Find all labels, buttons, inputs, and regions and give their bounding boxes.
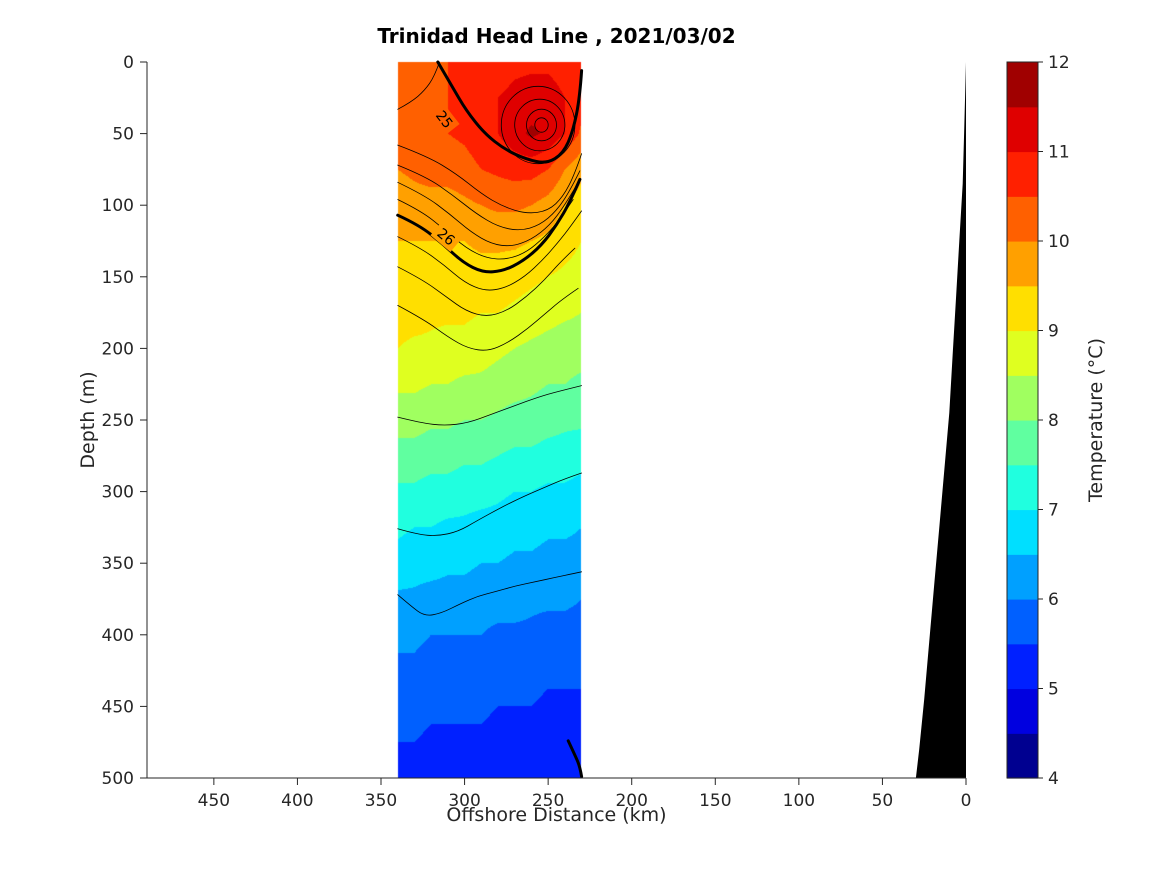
svg-text:150: 150	[699, 791, 731, 811]
svg-text:100: 100	[102, 196, 134, 216]
svg-text:200: 200	[102, 339, 134, 359]
svg-text:400: 400	[102, 626, 134, 646]
colorbar: 4 5 6 7 8 9 10 11 12	[1006, 53, 1070, 789]
svg-text:250: 250	[102, 411, 134, 431]
svg-text:5: 5	[1048, 680, 1059, 700]
svg-text:4: 4	[1048, 769, 1059, 789]
coastline-bathymetry	[915, 62, 966, 778]
svg-text:350: 350	[365, 791, 397, 811]
svg-text:11: 11	[1048, 143, 1070, 163]
svg-text:100: 100	[783, 791, 815, 811]
svg-text:12: 12	[1048, 53, 1070, 73]
svg-text:9: 9	[1048, 322, 1059, 342]
svg-text:450: 450	[198, 791, 230, 811]
colorbar-label: Temperature (°C)	[1085, 338, 1107, 502]
chart-title: Trinidad Head Line , 2021/03/02	[377, 24, 736, 48]
svg-text:6: 6	[1048, 590, 1059, 610]
svg-text:400: 400	[281, 791, 313, 811]
density-contours	[396, 60, 584, 779]
svg-text:250: 250	[532, 791, 564, 811]
x-axis-label: Offshore Distance (km)	[446, 804, 667, 826]
svg-text:50: 50	[872, 791, 894, 811]
svg-text:0: 0	[123, 53, 134, 73]
svg-text:200: 200	[615, 791, 647, 811]
svg-text:300: 300	[102, 483, 134, 503]
svg-text:350: 350	[102, 554, 134, 574]
svg-text:150: 150	[102, 268, 134, 288]
contour-label: 26	[430, 221, 462, 252]
contour-label: 25	[429, 103, 460, 136]
svg-text:50: 50	[112, 125, 134, 145]
svg-text:0: 0	[961, 791, 972, 811]
axes	[140, 61, 967, 785]
svg-text:10: 10	[1048, 232, 1070, 252]
y-axis-label: Depth (m)	[77, 371, 99, 469]
svg-text:8: 8	[1048, 411, 1059, 431]
svg-text:500: 500	[102, 769, 134, 789]
svg-text:450: 450	[102, 697, 134, 717]
tick-labels: 450 400 350 300 250 200 150 100 50 00501001502002…	[102, 53, 972, 811]
svg-text:7: 7	[1048, 501, 1059, 521]
svg-text:300: 300	[448, 791, 480, 811]
